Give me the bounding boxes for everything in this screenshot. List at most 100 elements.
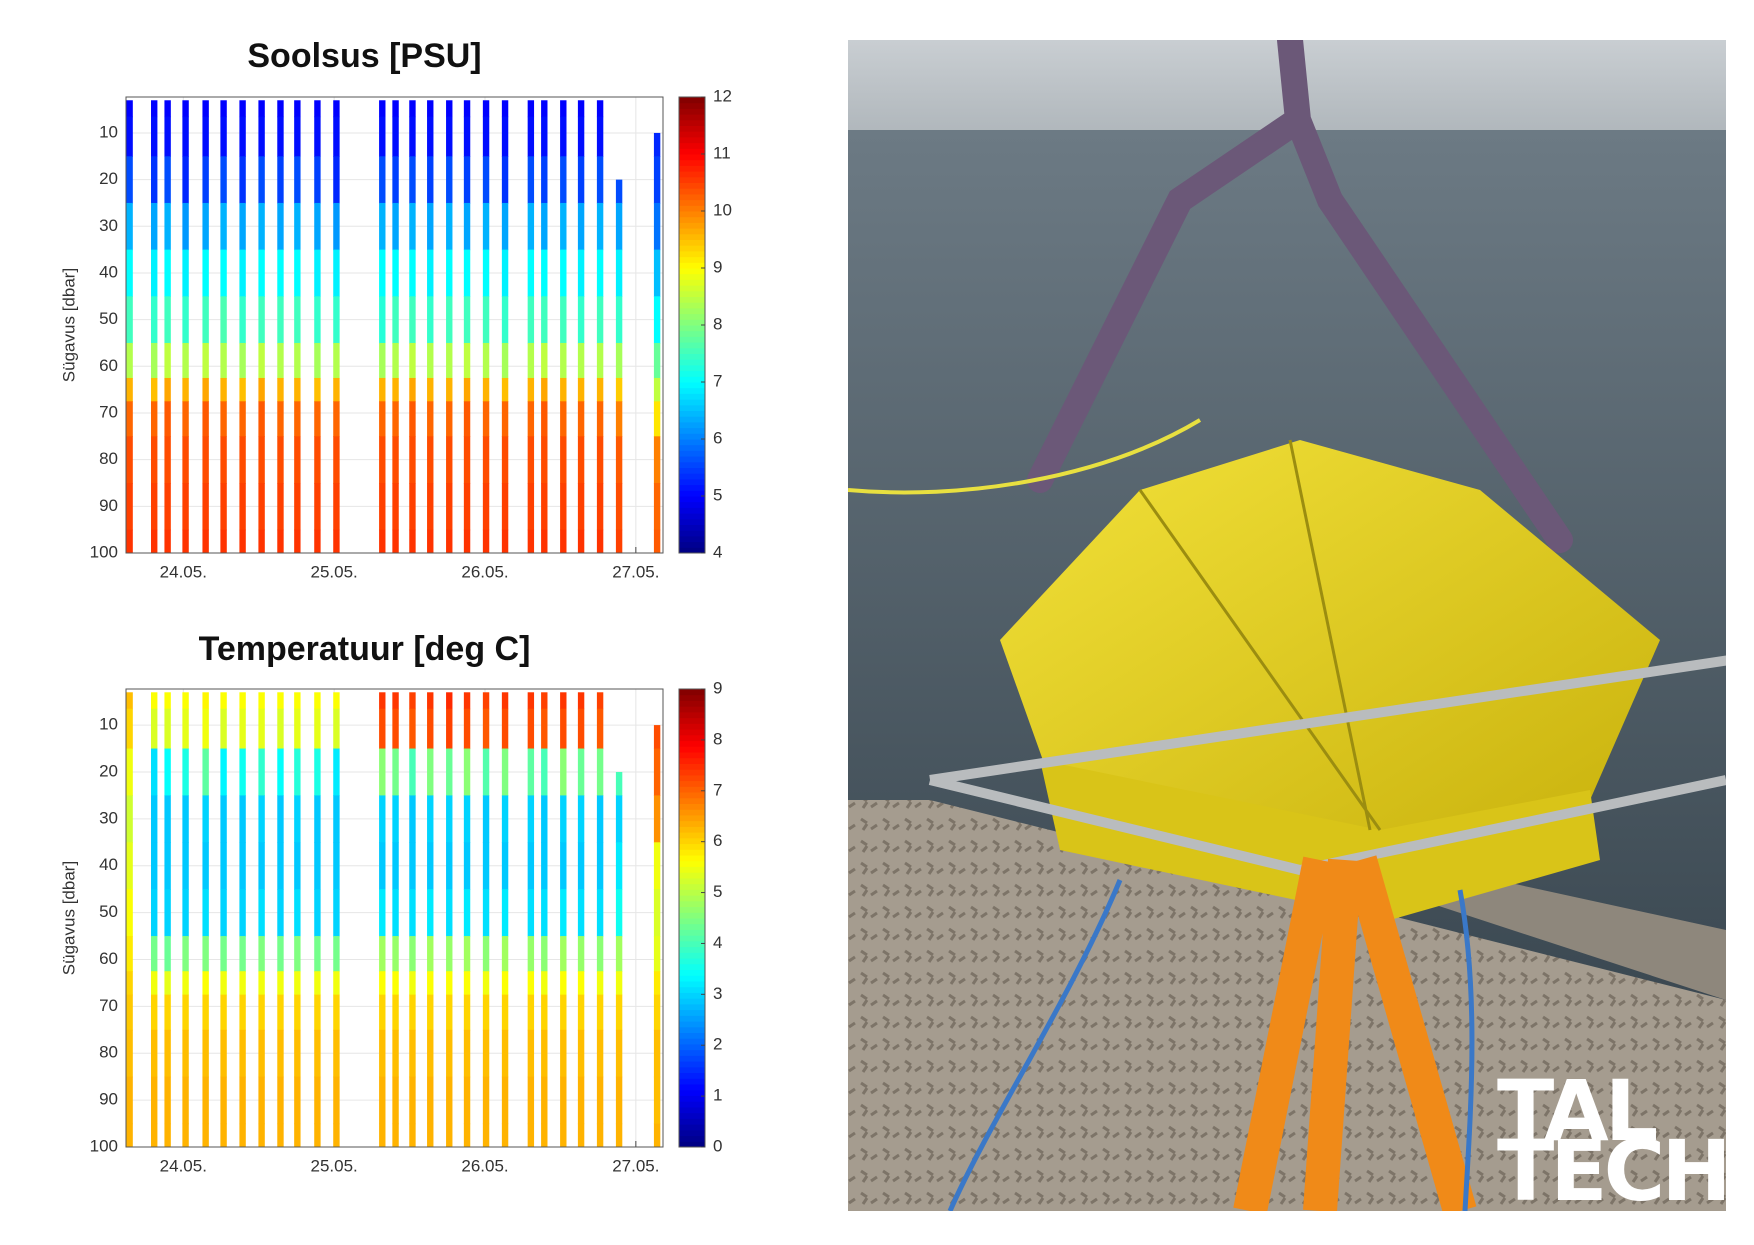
colorbar-cell (679, 729, 705, 736)
colorbar-cell (679, 188, 705, 195)
colorbar-tick-label: 4 (713, 933, 722, 952)
profile-segment (463, 748, 471, 797)
profile-segment (541, 116, 548, 157)
profile-segment (527, 842, 535, 890)
profile-segment (202, 971, 209, 996)
profile-segment (151, 1123, 158, 1147)
profile-segment (239, 889, 246, 937)
colorbar-cell (679, 940, 705, 948)
profile-segment (294, 401, 301, 437)
profile-segment (314, 202, 321, 251)
profile-segment (409, 708, 416, 750)
profile-segment (392, 692, 399, 710)
profile-segment (501, 936, 509, 972)
profile-segment (151, 116, 158, 157)
profile-segment (314, 1123, 321, 1147)
y-tick-label: 20 (99, 169, 118, 188)
colorbar-cell (679, 342, 705, 349)
profile-segment (294, 708, 301, 750)
colorbar-cell (679, 689, 705, 696)
profile-segment (126, 156, 133, 204)
profile-segment (239, 994, 246, 1031)
profile-segment (182, 889, 189, 937)
profile-segment (164, 889, 171, 937)
profile-segment (220, 100, 227, 118)
profile-segment (151, 529, 158, 553)
profile-segment (409, 202, 416, 251)
profile-segment (294, 748, 301, 797)
profile-segment (577, 249, 585, 297)
profile-segment (239, 708, 246, 750)
profile-segment (277, 249, 284, 297)
profile-segment (294, 1123, 301, 1147)
profile-segment (577, 936, 585, 972)
y-tick-label: 70 (99, 996, 118, 1015)
profile-segment (126, 116, 133, 157)
profile-segment (482, 296, 490, 344)
profile-segment (427, 296, 434, 344)
profile-segment (182, 100, 189, 118)
colorbar-cell (679, 421, 705, 429)
profile-segment (126, 401, 133, 437)
profile-segment (239, 377, 246, 402)
profile-segment (182, 401, 189, 437)
profile-segment (596, 116, 604, 157)
profile-segment (392, 1076, 399, 1125)
colorbar-cell (679, 780, 705, 787)
colorbar-cell (679, 427, 705, 434)
profile-segment (392, 116, 399, 157)
profile-segment (258, 1123, 265, 1147)
profile-segment (294, 1029, 301, 1078)
profile-segment (501, 436, 509, 484)
profile-segment (653, 842, 661, 890)
profile-segment (379, 692, 386, 710)
profile-segment (294, 842, 301, 890)
colorbar-cell (679, 918, 705, 925)
profile-segment (541, 156, 548, 204)
profile-segment (220, 529, 227, 553)
profile-segment (379, 377, 386, 402)
y-tick-label: 10 (99, 715, 118, 734)
logo-line: TECH (1497, 1122, 1728, 1220)
chart: 10 20 30 40 50 60 70 80 90 100 24.05. 25.05. 26.05. 2… (59, 37, 731, 581)
profile-segment (294, 482, 301, 531)
profile-segment (126, 482, 133, 531)
x-tick-label: 26.05. (461, 562, 508, 581)
profile-segment (446, 936, 453, 972)
profile-segment (653, 377, 661, 402)
profile-segment (164, 436, 171, 484)
colorbar-cell (679, 319, 705, 326)
profile-segment (333, 482, 340, 531)
profile-segment (427, 971, 434, 996)
colorbar-cell (679, 883, 705, 890)
profile-segment (202, 842, 209, 890)
profile-segment (463, 889, 471, 937)
profile-segment (126, 100, 133, 118)
profile-segment (151, 482, 158, 531)
profile-segment (501, 249, 509, 297)
profile-segment (427, 795, 434, 843)
profile-segment (202, 889, 209, 937)
profile-segment (333, 971, 340, 996)
profile-segment (577, 971, 585, 996)
colorbar-cell (679, 456, 705, 463)
profile-segment (202, 1123, 209, 1147)
profile-segment (333, 692, 340, 710)
profile-segment (239, 342, 246, 379)
profile-segment (392, 994, 399, 1031)
profile-segment (501, 482, 509, 531)
y-tick-label: 70 (99, 402, 118, 421)
profile-segment (277, 100, 284, 118)
profile-segment (182, 436, 189, 484)
colorbar-cell (679, 501, 705, 508)
profile-segment (294, 692, 301, 710)
profile-segment (182, 1123, 189, 1147)
colorbar-cell (679, 125, 705, 132)
profile-segment (577, 1029, 585, 1078)
profile-segment (577, 100, 585, 118)
profile-segment (220, 748, 227, 797)
colorbar-cell (679, 889, 705, 896)
profile-segment (653, 889, 661, 937)
profile-segment (577, 401, 585, 437)
profile-segment (220, 401, 227, 437)
